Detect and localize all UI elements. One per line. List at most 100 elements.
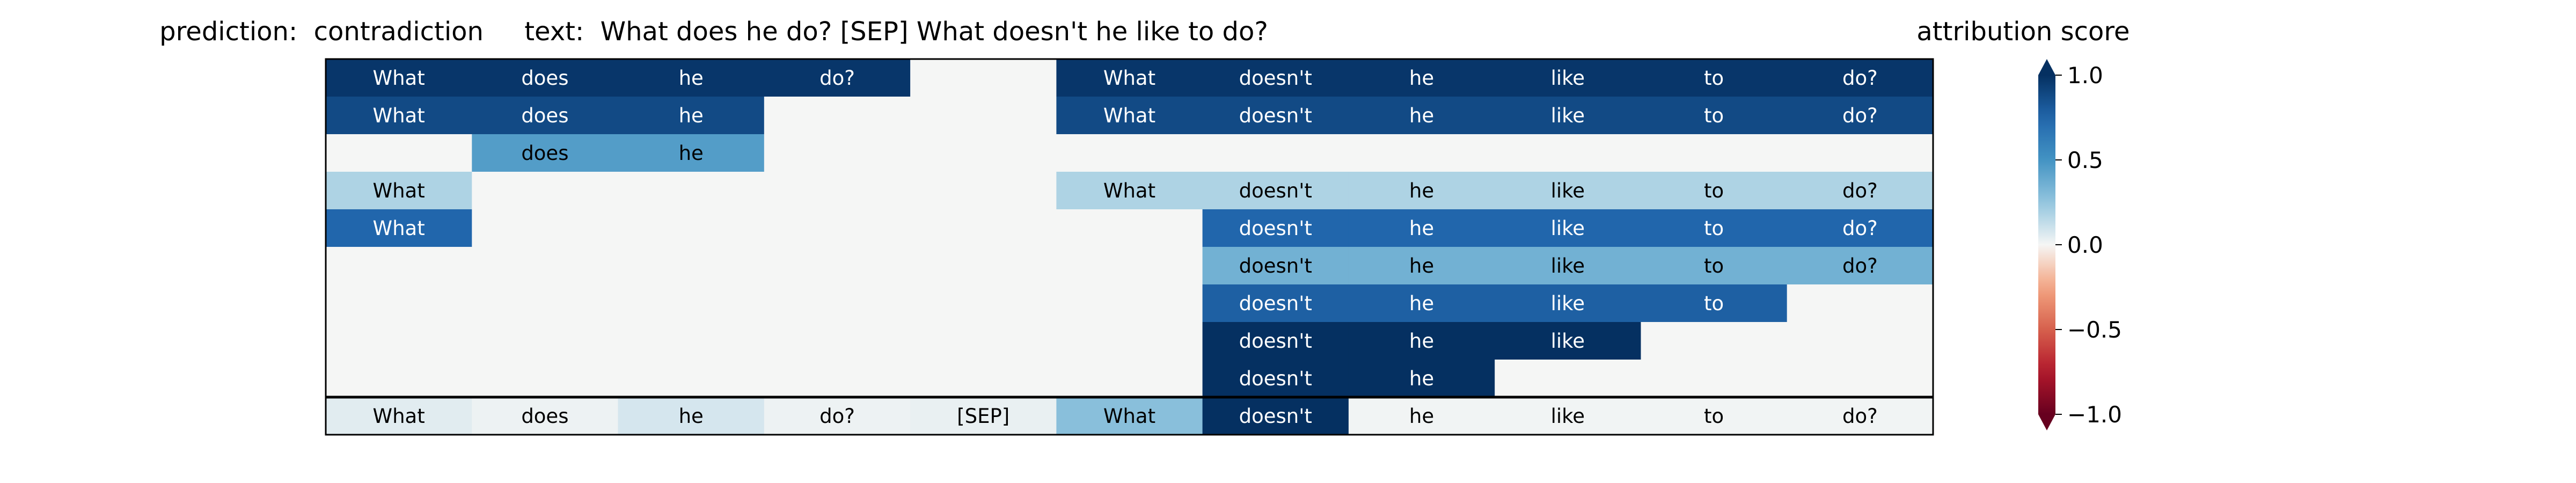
heatmap-cell [1056,397,1203,435]
heatmap-cell [1348,209,1495,247]
cell-token-label: like [1551,217,1585,240]
cell-token-label: What [372,67,425,90]
heatmap-cell [1641,322,1788,360]
heatmap-cell [472,97,619,134]
heatmap-cell [1348,97,1495,134]
colorbar-tick-label: 0.0 [2067,232,2103,258]
heatmap-cell [326,97,472,134]
heatmap-cell [1202,97,1349,134]
heatmap-cell [1202,59,1349,97]
cell-token-label: doesn't [1239,254,1312,277]
heatmap-cell [1787,97,1934,134]
heatmap-cell [1202,134,1349,172]
heatmap-cell [1495,172,1642,209]
heatmap-cell [326,209,472,247]
cell-token-label: doesn't [1239,217,1312,240]
cell-token-label: What [372,405,425,428]
cell-token-label: What [1103,405,1155,428]
heatmap-cell [1787,59,1934,97]
cell-token-label: do? [1842,254,1878,277]
heatmap-cell [1495,397,1642,435]
heatmap-cell [764,209,911,247]
heatmap-cell [1641,172,1788,209]
heatmap-cell [1641,284,1788,322]
heatmap-cell [764,322,911,360]
cell-token-label: he [679,67,704,90]
heatmap-cell [618,209,765,247]
cell-token-label: he [679,104,704,127]
cell-token-label: [SEP] [957,405,1009,428]
heatmap-cell [910,397,1057,435]
cell-token-label: do? [1842,405,1878,428]
heatmap-cell [1787,322,1934,360]
heatmap-cell [326,397,472,435]
heatmap-cell [326,322,472,360]
cell-token-label: do? [1842,104,1878,127]
heatmap-cell [1787,284,1934,322]
colorbar-tick-label: −1.0 [2067,401,2122,428]
cell-token-label: do? [819,67,855,90]
cell-token-label: he [1409,179,1434,202]
colorbar-tick-label: 1.0 [2067,62,2103,89]
heatmap-cell [472,59,619,97]
cell-token-label: he [1409,405,1434,428]
heatmap-cell [1202,247,1349,284]
heatmap-cell [1495,322,1642,360]
cell-token-label: like [1551,330,1585,353]
heatmap-cell [910,209,1057,247]
heatmap-cell [1641,360,1788,397]
cell-token-label: he [1409,367,1434,390]
cell-token-label: What [372,104,425,127]
heatmap-cell [1348,397,1495,435]
heatmap-cell [764,134,911,172]
cell-token-label: do? [819,405,855,428]
heatmap-cell [326,59,472,97]
heatmap-cell [1056,134,1203,172]
colorbar-top-extension [2038,59,2055,75]
heatmap-cell [910,322,1057,360]
heatmap-cell [910,172,1057,209]
heatmap-cell [472,284,619,322]
heatmap-cell [1056,97,1203,134]
heatmap-cell [1348,172,1495,209]
heatmap-cell [1641,247,1788,284]
heatmap-frame [325,58,1934,436]
cell-token-label: doesn't [1239,67,1312,90]
heatmap-cell [472,209,619,247]
heatmap-cell [1641,209,1788,247]
cell-token-label: What [372,179,425,202]
heatmap-cell [618,134,765,172]
cell-token-label: doesn't [1239,367,1312,390]
cell-token-label: to [1704,104,1724,127]
colorbar-bottom-extension [2038,414,2055,430]
cell-token-label: do? [1842,179,1878,202]
heatmap-cell [472,360,619,397]
heatmap-cell [764,360,911,397]
cell-token-label: like [1551,104,1585,127]
heatmap-cell [910,134,1057,172]
heatmap-cell [1348,59,1495,97]
heatmap-cell [1495,360,1642,397]
cell-token-label: he [1409,104,1434,127]
heatmap-cell [1056,59,1203,97]
heatmap-cell [1056,360,1203,397]
heatmap-cell [1202,322,1349,360]
heatmap-cell [1641,397,1788,435]
heatmap-grid: What does he do? What doesn't he like to do? What d… [325,58,1934,436]
heatmap-cell [1495,284,1642,322]
cell-token-label: What [1103,179,1155,202]
cell-token-label: like [1551,292,1585,315]
cell-token-label: doesn't [1239,292,1312,315]
cell-token-label: he [1409,254,1434,277]
heatmap-cell [618,284,765,322]
cell-token-label: to [1704,405,1724,428]
heatmap-cell [618,397,765,435]
heatmap-cell [1056,209,1203,247]
heatmap-cell [1202,172,1349,209]
cell-token-label: doesn't [1239,405,1312,428]
heatmap-cell [1641,59,1788,97]
heatmap-cell [910,59,1057,97]
cell-token-label: doesn't [1239,104,1312,127]
colorbar-body [2038,75,2055,414]
heatmap-cell [1641,134,1788,172]
